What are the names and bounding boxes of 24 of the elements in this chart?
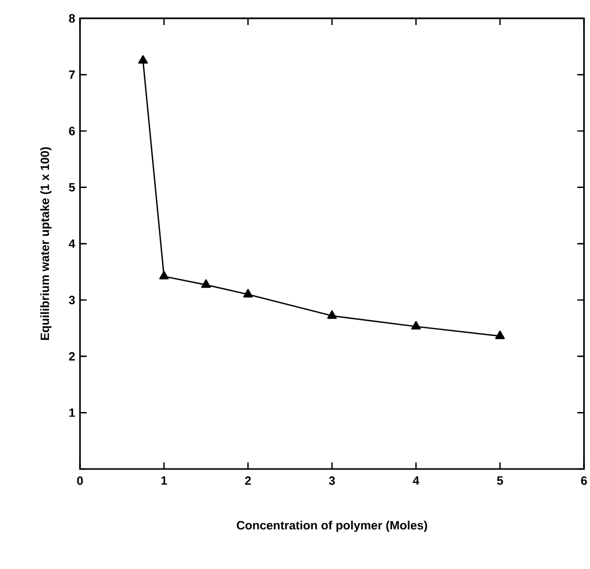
x-axis-title: Concentration of polymer (Moles) (236, 520, 428, 532)
x-tick-label: 6 (581, 476, 587, 485)
point (159, 270, 169, 280)
y-tick-label: 7 (69, 70, 75, 79)
point (327, 310, 337, 319)
x-tick-label: 4 (412, 476, 420, 485)
point (138, 55, 148, 64)
point (243, 288, 253, 298)
point (411, 321, 421, 330)
x-tick-label: 0 (77, 476, 83, 485)
y-tick-label: 2 (69, 352, 75, 361)
y-tick-label: 5 (68, 183, 75, 192)
x-tick-label: 5 (497, 476, 503, 485)
y-tick-label: 6 (69, 126, 75, 136)
point (201, 279, 211, 288)
y-tick-label: 3 (68, 296, 75, 304)
y-tick-label: 8 (68, 14, 75, 23)
y-axis-title: Equilibrium water uptake (1 x 100) (40, 147, 52, 340)
x-tick-label: 3 (328, 476, 335, 485)
point (495, 330, 505, 340)
y-tick-label: 1 (69, 408, 75, 417)
x-tick-label: 1 (161, 476, 167, 485)
y-tick-label: 4 (68, 240, 76, 248)
x-tick-label: 2 (245, 476, 251, 485)
